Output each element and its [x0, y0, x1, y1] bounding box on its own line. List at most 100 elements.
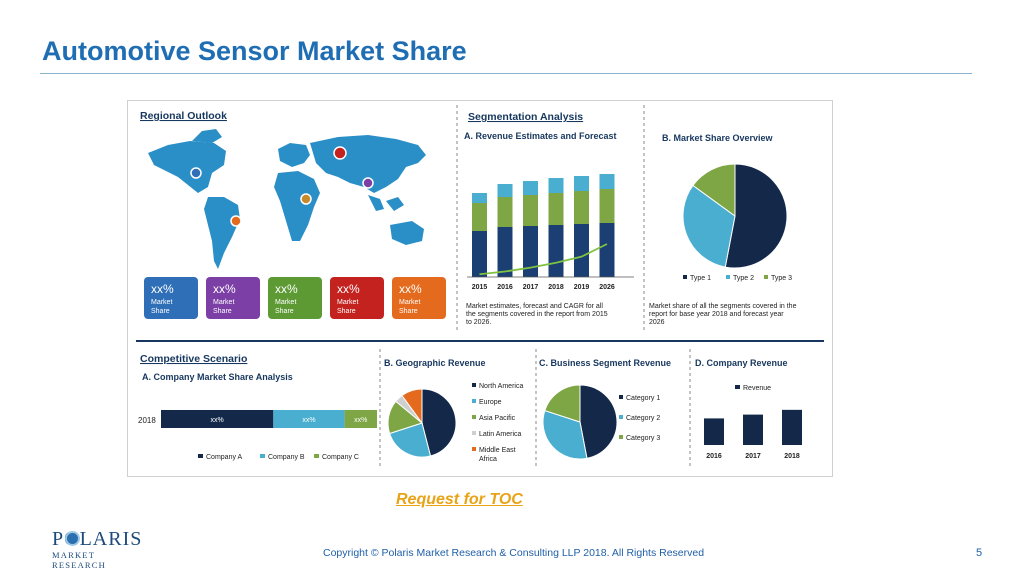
legend-label: Company B: [268, 454, 305, 461]
pin-icon: [230, 215, 242, 227]
company-bar-value: xx%: [354, 417, 367, 424]
company-bar-segment: [161, 410, 274, 428]
market-share-pie: Type 1 Type 2 Type 3: [682, 163, 792, 282]
region-share-label: Market: [399, 299, 420, 306]
company-revenue-year: 2016: [706, 453, 722, 460]
revenue-bar-segment: [523, 181, 538, 195]
revenue-forecast-title: A. Revenue Estimates and Forecast: [464, 131, 617, 141]
pie-slice: [692, 163, 736, 217]
revenue-trend-line: [479, 243, 608, 276]
geographic-revenue-title: B. Geographic Revenue: [384, 358, 486, 368]
pie-slice: [682, 184, 736, 268]
company-share-bar: xx% xx% xx% Company A Company B Company C: [161, 410, 377, 461]
region-share-label: Share: [213, 308, 232, 315]
legend-label: Type 1: [690, 275, 711, 282]
pin-icon: [190, 167, 202, 179]
revenue-year-label: 2019: [574, 284, 590, 291]
company-share-subtitle: A. Company Market Share Analysis: [142, 372, 293, 382]
regional-share-boxes: xx% Market Share xx% Market Share xx% Market Sha…: [144, 277, 446, 319]
region-share-label: Share: [337, 308, 356, 315]
revenue-year-label: 2015: [472, 284, 488, 291]
region-share-box: [206, 277, 260, 319]
pie-slice: [579, 384, 618, 459]
request-toc-link[interactable]: Request for TOC: [396, 491, 523, 508]
infographic: Regional Outlook xx% Market Share xx% Market…: [127, 100, 833, 477]
logo-globe-icon: [65, 531, 80, 546]
company-revenue-bar: [743, 414, 763, 445]
business-segment-title: C. Business Segment Revenue: [539, 358, 671, 368]
legend-swatch: [735, 385, 740, 389]
revenue-bar-segment: [574, 176, 589, 191]
legend-label: Europe: [479, 399, 502, 406]
legend-label: Revenue: [743, 385, 771, 392]
legend-label: Category 2: [626, 415, 660, 422]
revenue-bar-segment: [497, 197, 513, 227]
revenue-bar-segment: [574, 224, 589, 277]
title-divider: [40, 73, 972, 74]
geographic-revenue-pie: North America Europe Asia Pacific Latin Ame…: [387, 383, 523, 463]
revenue-bar-segment: [497, 184, 513, 197]
pin-icon: [362, 177, 374, 189]
market-share-title: B. Market Share Overview: [662, 133, 774, 143]
share-note-line-2: report for base year 2018 and forecast y…: [649, 311, 784, 318]
company-bar-segment: [273, 410, 345, 428]
copyright-footer: Copyright © Polaris Market Research & Co…: [323, 547, 705, 559]
legend-label: Company C: [322, 454, 359, 461]
revenue-year-label: 2026: [599, 284, 615, 291]
revenue-bar-segment: [472, 231, 487, 277]
region-share-box: [268, 277, 322, 319]
legend-label: Middle East: [479, 447, 516, 454]
region-share-box: [392, 277, 446, 319]
legend-swatch: [619, 395, 623, 399]
legend-swatch: [764, 275, 768, 279]
legend-swatch: [683, 275, 687, 279]
company-revenue-year: 2018: [784, 453, 800, 460]
legend-label: Company A: [206, 454, 243, 461]
revenue-bar-segment: [472, 203, 487, 231]
legend-swatch: [472, 415, 476, 419]
revenue-bar-segment: [599, 189, 615, 223]
legend-swatch: [726, 275, 730, 279]
pie-slice: [421, 388, 457, 457]
pie-slice: [389, 422, 432, 458]
region-share-value: xx%: [213, 282, 236, 296]
pie-slice: [724, 163, 788, 269]
legend-label: Asia Pacific: [479, 415, 516, 422]
pie-slice: [544, 384, 581, 423]
legend-label: Category 1: [626, 395, 660, 402]
revenue-year-label: 2017: [523, 284, 539, 291]
business-segment-pie: Category 1 Category 2 Category 3: [542, 384, 660, 460]
revenue-bar-segment: [523, 226, 538, 277]
legend-label: Type 3: [771, 275, 792, 282]
company-revenue-bar: [782, 409, 802, 445]
regional-heading: Regional Outlook: [140, 110, 227, 122]
revenue-bar-segment: [548, 193, 564, 225]
region-share-value: xx%: [151, 282, 174, 296]
map-pins: [190, 146, 374, 227]
revenue-bar-segment: [548, 178, 564, 193]
region-share-label: Share: [275, 308, 294, 315]
page-number: 5: [976, 547, 983, 559]
logo-subtitle: MARKET RESEARCH: [52, 550, 106, 570]
world-map: [148, 129, 426, 269]
revenue-bar-segment: [574, 191, 589, 224]
revenue-year-label: 2018: [548, 284, 564, 291]
revenue-note-line-3: to 2026.: [466, 319, 491, 326]
competitive-heading: Competitive Scenario: [140, 353, 247, 365]
legend-swatch: [472, 399, 476, 403]
share-note-line-1: Market share of all the segments covered…: [649, 303, 797, 310]
legend-swatch: [472, 383, 476, 387]
pin-icon: [333, 146, 347, 160]
company-bar-value: xx%: [302, 417, 315, 424]
company-revenue-year: 2017: [745, 453, 761, 460]
legend-swatch: [472, 447, 476, 451]
segmentation-heading: Segmentation Analysis: [468, 111, 583, 123]
revenue-bar-segment: [599, 174, 615, 189]
legend-swatch: [260, 454, 265, 458]
share-note-line-3: 2026: [649, 319, 665, 326]
legend-swatch: [619, 435, 623, 439]
region-share-label: Share: [151, 308, 170, 315]
region-share-box: [330, 277, 384, 319]
region-share-label: Market: [151, 299, 172, 306]
legend-swatch: [619, 415, 623, 419]
